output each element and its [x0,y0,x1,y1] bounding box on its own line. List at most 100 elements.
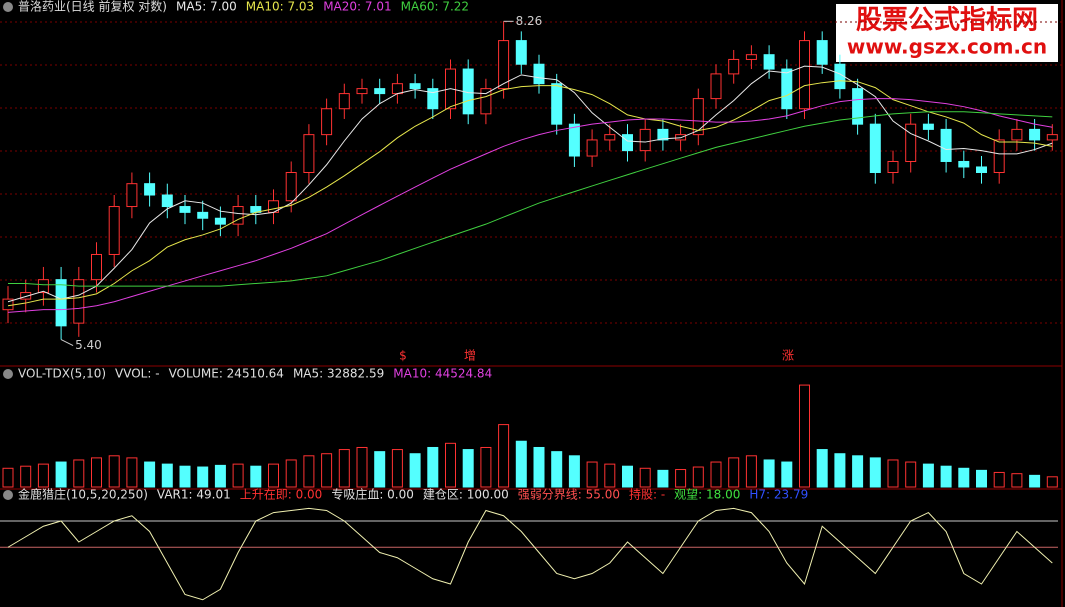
candle-body [126,183,138,208]
candle-body [568,123,580,157]
candle-body [303,134,315,173]
candle-body [763,54,775,70]
volume-bar [675,469,687,488]
volume-bar [197,466,209,488]
menu-icon [3,2,13,12]
volume-bar [869,457,881,488]
volume-bar [250,465,262,488]
candle-body [604,134,616,141]
volume-bar [781,461,793,488]
volume-bar [391,449,403,488]
header-label: MA20: 7.01 [323,0,391,14]
ma-line [7,98,1053,313]
volume-bar [285,459,297,488]
candle-body [976,166,987,173]
candle-body [321,108,333,136]
candle-body [533,63,545,85]
volume-bar [37,463,49,488]
ma-line [7,65,1053,303]
signal-marker: $ [399,349,407,363]
volume-bar [409,453,421,488]
ma-line [7,80,1053,307]
candle-body [692,98,704,136]
volume-bar [1046,476,1058,488]
volume-bar [958,467,970,488]
volume-bar [1011,473,1023,488]
header-label: 建仓区: 100.00 [423,488,509,502]
header-label: VVOL: - [115,367,160,381]
volume-bar [126,457,138,488]
candle-body [816,40,828,65]
volume-bar [2,467,14,488]
volume-bar [728,457,740,488]
candle-body [338,93,350,110]
volume-bar [144,461,156,488]
candle-body [639,128,651,152]
candle-body [515,40,527,65]
candle-body [657,128,669,141]
volume-bar [480,446,492,488]
header-label: H7: 23.79 [749,488,808,502]
candle-body [922,123,934,130]
header-label: 普洛药业(日线 前复权 对数) [18,0,167,14]
candle-body [144,183,156,196]
volume-bar [993,471,1005,488]
candle-body [905,123,917,162]
watermark-title: 股票公式指标网 [856,6,1038,36]
candle-body [214,217,226,225]
candle-body [37,279,49,294]
volume-bar [356,446,368,488]
volume-bar [91,457,102,488]
candle-body [710,73,722,100]
header-label: VOLUME: 24510.64 [169,367,284,381]
candle-body [622,134,633,152]
candle-body [285,171,297,202]
volume-bar [427,446,439,488]
volume-bar [622,465,633,488]
candle-body [73,279,85,324]
candle-body [958,160,970,168]
volume-bar [887,459,899,488]
volume-bar [639,467,651,488]
candle-body [20,292,32,300]
volume-bar [799,384,810,488]
volume-bar [905,461,917,488]
volume-bar [976,469,987,488]
candle-body [799,40,810,110]
volume-bar [1029,474,1041,488]
candle-body [356,88,368,95]
header-label: 金鹿猎庄(10,5,20,250) [18,487,148,502]
candle-body [409,83,421,90]
volume-bar [179,465,191,488]
volume-bar [940,465,952,488]
volume-bar [108,455,120,488]
candle-body [498,40,510,90]
signal-marker: 增 [464,349,476,363]
volume-bar [515,440,527,488]
candle-body [55,279,67,327]
candle-body [108,206,120,255]
candle-body [852,88,864,125]
volume-bar [852,455,864,488]
volume-bar [763,459,775,488]
header-label: MA10: 44524.84 [393,367,492,381]
candle-body [993,139,1005,173]
volume-bar [657,469,669,488]
volume-bar [20,465,32,488]
volume-bar [462,449,474,488]
volume-bar [445,442,456,488]
candle-body [197,211,209,219]
volume-bar [161,463,173,488]
volume-bar [268,463,279,488]
candle-body [427,88,439,110]
volume-bar [214,464,226,488]
volume-bar [922,463,934,488]
volume-bar [586,461,598,488]
header-label: 强弱分界线: 55.00 [518,488,620,502]
oscillator-line [7,507,1053,601]
candle-body [232,206,244,225]
volume-bar [568,455,580,488]
candle-body [551,83,563,125]
volume-bar [533,446,545,488]
